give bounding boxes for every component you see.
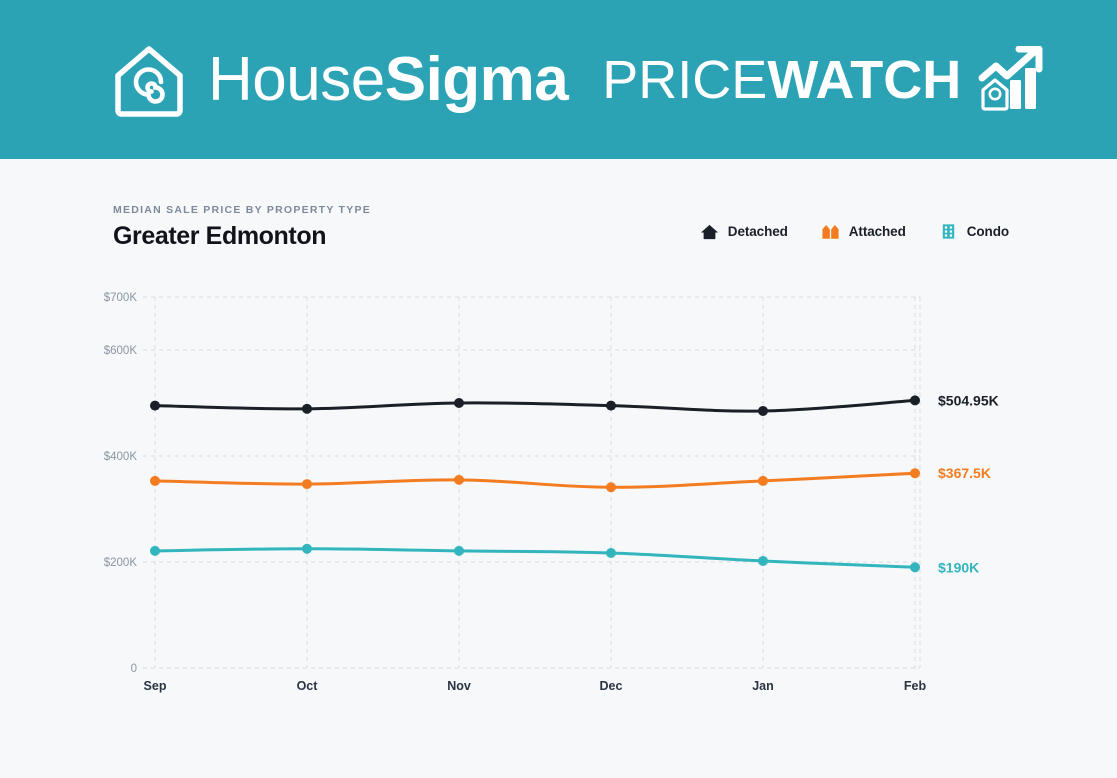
- data-point-detached[interactable]: [302, 403, 312, 414]
- data-point-attached[interactable]: [910, 468, 920, 479]
- legend-item-attached[interactable]: Attached: [821, 222, 906, 241]
- data-point-detached[interactable]: [910, 395, 920, 406]
- chart-series-lines: [153, 398, 917, 569]
- data-point-attached[interactable]: [302, 479, 312, 490]
- chart-series-points: [150, 395, 920, 573]
- condo-building-icon: [942, 224, 954, 239]
- data-point-condo[interactable]: [910, 562, 920, 573]
- series-end-label-condo: $190K: [938, 559, 979, 575]
- data-point-detached[interactable]: [150, 400, 160, 411]
- data-point-attached[interactable]: [150, 475, 160, 486]
- brand-wordmark-light: House: [208, 44, 385, 114]
- data-point-detached[interactable]: [606, 400, 616, 411]
- data-point-attached[interactable]: [758, 475, 768, 486]
- chart-title-block: MEDIAN SALE PRICE BY PROPERTY TYPE Great…: [113, 204, 371, 251]
- brand-lockup: HouseSigma PRICEWATCH: [112, 40, 1049, 120]
- data-point-condo[interactable]: [302, 543, 312, 554]
- y-axis-tick-label: $400K: [104, 451, 138, 463]
- product-wordmark-bold: WATCH: [767, 49, 962, 110]
- data-point-attached[interactable]: [606, 482, 616, 493]
- x-axis-tick-label: Feb: [904, 679, 927, 693]
- legend-label-detached: Detached: [727, 224, 788, 239]
- legend-label-condo: Condo: [966, 224, 1009, 239]
- chart-end-labels: $504.95K $367.5K $190K: [938, 392, 999, 575]
- chart-gridlines: [143, 296, 921, 669]
- y-axis-tick-label: $600K: [104, 345, 138, 357]
- data-point-condo[interactable]: [758, 555, 768, 566]
- data-point-condo[interactable]: [454, 545, 464, 556]
- chart-xtick-labels: Sep Oct Nov Dec Jan Feb: [144, 679, 927, 693]
- page-header-banner: HouseSigma PRICEWATCH: [0, 0, 1117, 159]
- legend-item-detached[interactable]: Detached: [700, 222, 788, 241]
- x-axis-tick-label: Nov: [447, 679, 471, 693]
- product-wordmark: PRICEWATCH: [602, 53, 961, 107]
- chart-legend: Detached Attached Condo: [700, 222, 1009, 241]
- detached-house-icon: [700, 224, 718, 240]
- y-axis-tick-label: $700K: [104, 292, 138, 304]
- legend-label-attached: Attached: [848, 224, 906, 239]
- trending-up-bar-chart-icon: [978, 45, 1043, 111]
- x-axis-tick-label: Oct: [297, 679, 319, 693]
- series-line-detached: [153, 398, 917, 413]
- brand-wordmark-bold: Sigma: [384, 44, 569, 114]
- data-point-detached[interactable]: [454, 398, 464, 408]
- page-title: Greater Edmonton: [113, 222, 327, 250]
- series-end-label-attached: $367.5K: [938, 465, 991, 481]
- data-point-detached[interactable]: [758, 405, 768, 416]
- legend-item-condo[interactable]: Condo: [939, 222, 1009, 241]
- series-end-label-detached: $504.95K: [938, 392, 999, 408]
- attached-townhouse-icon: [822, 225, 839, 239]
- data-point-condo[interactable]: [150, 545, 160, 556]
- chart-ytick-labels: 0 $200K $400K $600K $700K: [104, 292, 138, 675]
- housesigma-house-logo-icon: [115, 45, 183, 117]
- data-point-attached[interactable]: [454, 474, 464, 485]
- brand-wordmark: HouseSigma: [208, 48, 569, 111]
- y-axis-tick-label: $200K: [104, 557, 138, 569]
- series-line-condo: [153, 547, 917, 569]
- data-point-condo[interactable]: [606, 547, 616, 558]
- product-wordmark-light: PRICE: [602, 49, 768, 110]
- y-axis-tick-label: 0: [131, 663, 137, 675]
- x-axis-tick-label: Sep: [144, 679, 167, 693]
- chart-kicker: MEDIAN SALE PRICE BY PROPERTY TYPE: [113, 204, 371, 216]
- series-line-attached: [153, 471, 917, 489]
- x-axis-tick-label: Jan: [752, 679, 774, 693]
- x-axis-tick-label: Dec: [600, 679, 623, 693]
